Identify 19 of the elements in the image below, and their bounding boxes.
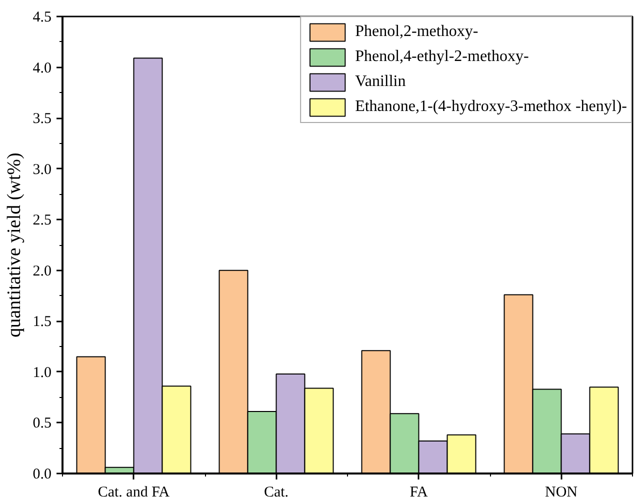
y-tick-label: 0.0 bbox=[32, 466, 52, 482]
y-tick-label: 3.5 bbox=[32, 111, 52, 128]
legend-label: Phenol,2-methoxy- bbox=[355, 23, 478, 41]
y-tick-label: 2.5 bbox=[32, 212, 52, 229]
legend-label: Ethanone,1-(4-hydroxy-3-methox -henyl)- bbox=[355, 98, 627, 116]
x-tick-label: NON bbox=[545, 484, 578, 500]
y-tick-label: 4.5 bbox=[32, 10, 52, 26]
y-axis-title: quantitative yield (wt%) bbox=[4, 152, 25, 338]
x-tick-label: Cat. bbox=[264, 484, 289, 500]
legend-label: Phenol,4-ethyl-2-methoxy- bbox=[355, 48, 529, 66]
y-tick-label: 1.0 bbox=[32, 364, 52, 381]
y-tick-label: 1.5 bbox=[32, 314, 52, 330]
y-tick-label: 4.0 bbox=[32, 60, 52, 76]
y-tick-label: 0.5 bbox=[32, 416, 52, 432]
x-tick-label: FA bbox=[410, 484, 428, 500]
x-tick-label: Cat. and FA bbox=[98, 484, 170, 500]
y-tick-label: 2.0 bbox=[32, 263, 52, 280]
y-tick-label: 3.0 bbox=[32, 162, 52, 178]
legend-label: Vanillin bbox=[355, 73, 406, 91]
